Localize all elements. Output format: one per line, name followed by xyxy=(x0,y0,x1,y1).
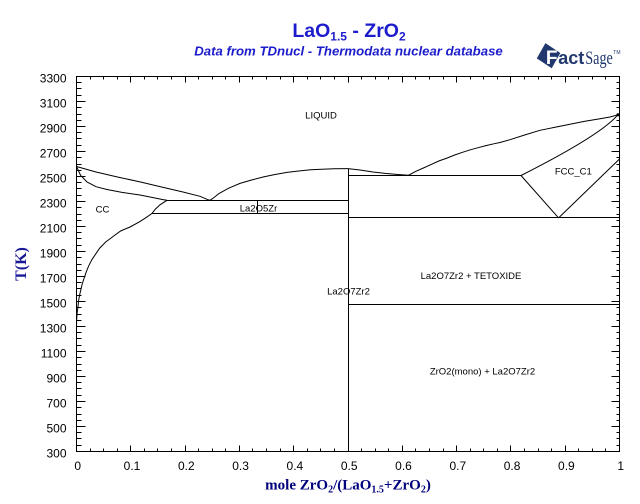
svg-text:0: 0 xyxy=(74,459,81,473)
svg-text:0.6: 0.6 xyxy=(395,459,412,473)
svg-text:1700: 1700 xyxy=(40,272,67,286)
svg-text:2300: 2300 xyxy=(40,197,67,211)
svg-text:0.5: 0.5 xyxy=(341,459,358,473)
svg-text:La2O7Zr2 + TETOXIDE: La2O7Zr2 + TETOXIDE xyxy=(421,271,522,282)
svg-text:1500: 1500 xyxy=(40,297,67,311)
svg-text:500: 500 xyxy=(46,422,66,436)
svg-text:0.2: 0.2 xyxy=(178,459,195,473)
svg-text:1900: 1900 xyxy=(40,247,67,261)
svg-text:2500: 2500 xyxy=(40,172,67,186)
svg-text:1: 1 xyxy=(617,459,624,473)
svg-text:LIQUID: LIQUID xyxy=(305,111,337,122)
svg-text:3300: 3300 xyxy=(40,72,67,86)
svg-text:LaO1.5 - ZrO2: LaO1.5 - ZrO2 xyxy=(292,20,406,44)
svg-text:FCC_C1: FCC_C1 xyxy=(555,167,592,178)
svg-text:1100: 1100 xyxy=(41,347,67,361)
svg-text:700: 700 xyxy=(46,397,66,411)
svg-text:TM: TM xyxy=(613,50,620,56)
svg-text:Sage: Sage xyxy=(585,48,613,69)
svg-text:0.8: 0.8 xyxy=(504,459,521,473)
svg-text:La2O7Zr2: La2O7Zr2 xyxy=(327,287,370,298)
svg-text:2900: 2900 xyxy=(40,122,67,136)
svg-text:1300: 1300 xyxy=(40,322,67,336)
svg-text:2100: 2100 xyxy=(40,222,67,236)
svg-text:900: 900 xyxy=(46,372,66,386)
svg-text:ZrO2(mono) + La2O7Zr2: ZrO2(mono) + La2O7Zr2 xyxy=(430,367,535,378)
svg-text:300: 300 xyxy=(46,447,66,461)
svg-text:0.7: 0.7 xyxy=(449,459,466,473)
svg-text:F: F xyxy=(546,48,558,69)
svg-text:0.1: 0.1 xyxy=(124,459,141,473)
svg-text:act: act xyxy=(558,48,584,68)
svg-text:mole ZrO2/(LaO1.5+ZrO2): mole ZrO2/(LaO1.5+ZrO2) xyxy=(265,478,431,496)
svg-text:CC: CC xyxy=(96,205,110,216)
svg-text:Data from TDnucl - Thermodata: Data from TDnucl - Thermodata nuclear da… xyxy=(194,44,503,59)
svg-text:2700: 2700 xyxy=(40,147,67,161)
svg-text:3100: 3100 xyxy=(40,97,67,111)
svg-text:0.3: 0.3 xyxy=(232,459,249,473)
svg-text:La2O5Zr: La2O5Zr xyxy=(240,204,278,215)
svg-text:0.4: 0.4 xyxy=(287,459,304,473)
svg-text:0.9: 0.9 xyxy=(558,459,575,473)
svg-text:T(K): T(K) xyxy=(13,247,30,281)
